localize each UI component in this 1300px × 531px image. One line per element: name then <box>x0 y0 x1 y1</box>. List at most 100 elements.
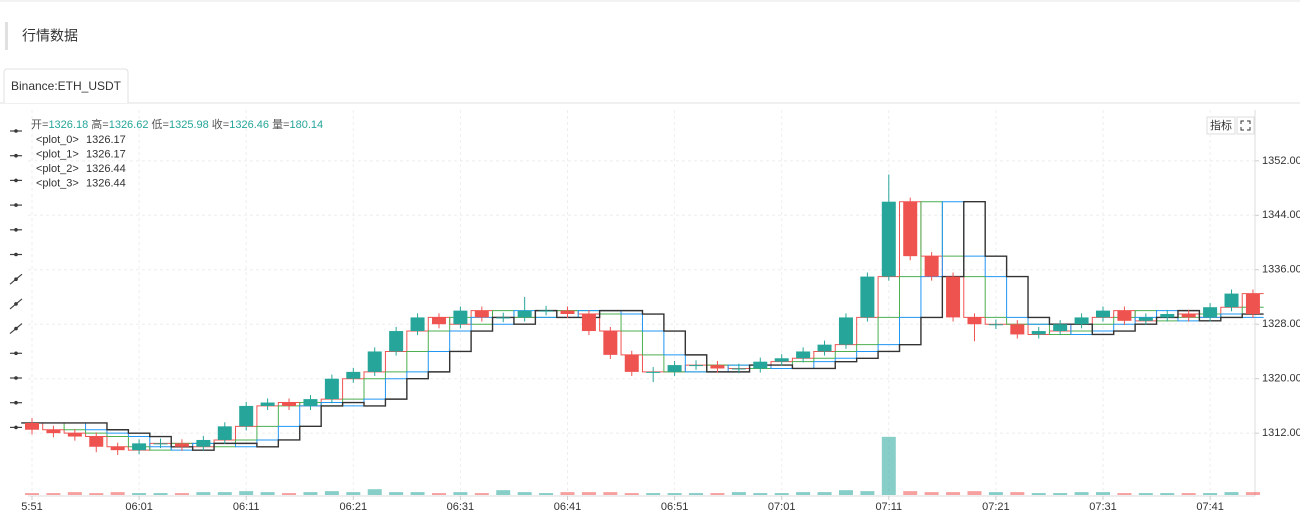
tool-dot <box>14 425 18 430</box>
volume-bar <box>25 493 39 495</box>
candle-body <box>624 354 639 372</box>
plot-line <box>21 201 1264 451</box>
tool-dot <box>14 400 18 405</box>
drawing-toolbar <box>9 129 23 430</box>
x-tick-label: 06:01 <box>125 501 153 513</box>
candle-body <box>110 446 125 451</box>
volume-bar <box>67 492 82 495</box>
candle-body <box>367 351 382 372</box>
volume-bar <box>560 492 575 495</box>
candle-body <box>1031 331 1046 335</box>
candle-body <box>667 365 682 372</box>
volume-bar <box>1224 492 1239 495</box>
candle-body <box>881 201 896 277</box>
candle-body <box>431 317 446 325</box>
volume-bar <box>1117 493 1132 495</box>
candle-body <box>303 399 318 406</box>
x-tick-label: 07:01 <box>768 501 796 513</box>
volume-bar <box>282 493 297 495</box>
volume-bar <box>346 492 361 495</box>
candle-body <box>282 402 297 406</box>
candle-body <box>453 310 468 325</box>
candle-body <box>774 358 789 362</box>
legend-value: 1326.46 <box>229 119 272 131</box>
volume-bar <box>988 492 1003 495</box>
volume-bar <box>239 491 254 495</box>
volume-bar <box>1074 492 1089 495</box>
volume-bar <box>496 490 511 495</box>
candle-body <box>25 422 39 430</box>
legend-name: <plot_3> <box>36 177 79 189</box>
tool-dot <box>14 302 18 306</box>
volume-bar <box>110 492 125 495</box>
candle-body <box>1074 317 1089 325</box>
volume-bar <box>1053 493 1068 495</box>
tool-dot <box>14 228 18 232</box>
candle-body <box>67 433 82 437</box>
page-title: 行情数据 <box>22 28 78 44</box>
candle-body <box>1160 314 1175 318</box>
legend-label: 开= <box>31 119 48 131</box>
legend-value: 1326.44 <box>86 163 126 175</box>
candle-body <box>474 310 489 318</box>
volume-bar <box>710 493 725 495</box>
legend-label: 低= <box>152 118 169 131</box>
volume-bar <box>196 492 211 495</box>
x-tick-label: 07:21 <box>982 501 1010 513</box>
volume-bar <box>581 492 596 495</box>
candle-body <box>389 331 404 352</box>
candle-body <box>1010 324 1025 335</box>
y-tick-label: 1328.00 <box>1262 318 1300 330</box>
tab-label[interactable]: Binance:ETH_USDT <box>11 79 122 93</box>
candle-body <box>796 351 811 359</box>
indicator-button[interactable] <box>1206 116 1236 135</box>
candle-body <box>153 443 168 445</box>
candle-body <box>1117 310 1132 321</box>
legend-name: <plot_0> <box>36 134 79 146</box>
tool-dot <box>14 252 18 257</box>
x-tick-label: 06:41 <box>554 501 582 513</box>
candle-body <box>517 310 532 318</box>
candle-body <box>560 310 575 315</box>
candle-body <box>217 426 232 440</box>
fullscreen-button[interactable] <box>1236 116 1255 135</box>
volume-bar <box>89 493 104 495</box>
volume-bar <box>903 491 918 495</box>
volume-bar <box>132 493 147 495</box>
y-tick-label: 1336.00 <box>1262 264 1300 276</box>
candle-body <box>967 317 982 325</box>
candle-body <box>1053 324 1068 332</box>
volume-bar <box>367 489 382 495</box>
volume-bar <box>1203 493 1218 495</box>
volume-bar <box>881 436 896 495</box>
candle-body <box>89 436 104 447</box>
x-tick-label: 07:31 <box>1089 501 1117 513</box>
legend-value: 1326.44 <box>86 177 126 189</box>
volume-bar <box>410 492 425 495</box>
candle-body <box>1181 314 1196 318</box>
tool-dot <box>14 277 18 282</box>
tab[interactable] <box>3 68 129 103</box>
candle-body <box>410 317 425 332</box>
candle-body <box>860 276 875 318</box>
candle-body <box>1096 310 1110 318</box>
candle-body <box>581 314 596 332</box>
candle-body <box>196 439 211 447</box>
y-tick-label: 1352.00 <box>1262 155 1300 167</box>
y-tick-label: 1344.00 <box>1262 209 1300 221</box>
volume-bar <box>646 493 661 495</box>
volume-bar <box>453 492 468 495</box>
volume-bar <box>967 491 982 495</box>
volume-bar <box>753 493 768 495</box>
volume-bar <box>860 491 875 495</box>
tool-dot <box>14 326 18 331</box>
volume-bar <box>603 492 618 495</box>
volume-bar <box>539 493 554 495</box>
indicator-label[interactable]: 指标 <box>1210 118 1232 132</box>
x-tick-label: 07:41 <box>1196 501 1224 513</box>
x-tick-label: 07:11 <box>875 501 902 513</box>
volume-bar <box>731 492 746 495</box>
volume-bar <box>1010 492 1025 495</box>
legend-value: 1325.98 <box>169 119 212 131</box>
